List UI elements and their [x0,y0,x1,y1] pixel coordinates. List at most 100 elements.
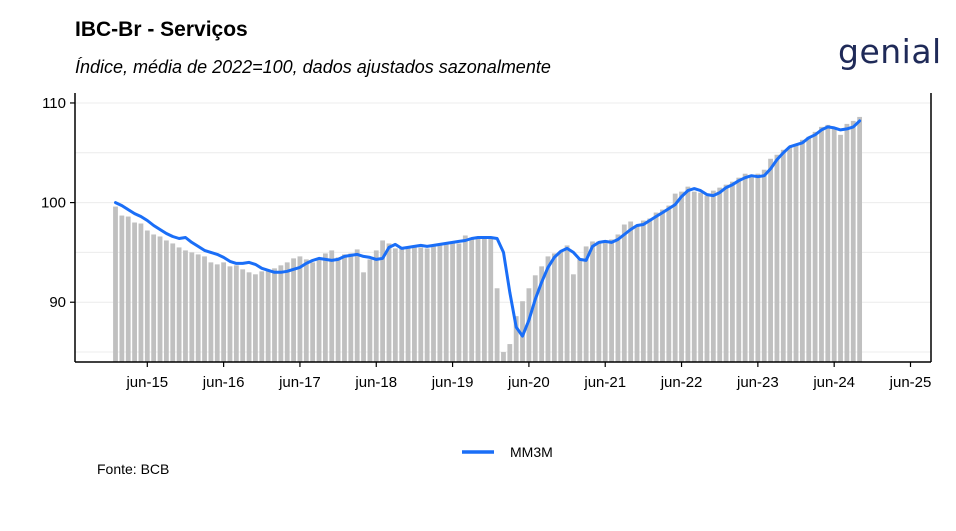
x-tick-label: jun-21 [583,374,626,391]
bar [405,247,411,362]
bar [787,146,793,362]
bar [685,186,691,362]
y-tick-label: 90 [49,294,66,311]
bar [113,206,118,362]
bar [755,173,761,362]
bar [462,235,468,362]
bar [640,220,646,362]
bar [176,247,182,362]
bar [342,254,347,362]
bar [812,131,818,362]
bar [558,251,564,362]
bar [291,258,296,362]
bar [532,275,538,362]
x-tick-label: jun-15 [125,374,168,391]
bar [456,243,462,362]
bar [577,259,583,362]
bar [679,191,684,362]
x-tick-label: jun-16 [202,374,245,391]
x-tick-label: jun-17 [278,374,321,391]
bar [138,223,144,362]
bar [526,288,532,362]
series-line-mm3m [114,119,862,338]
bar [602,241,608,362]
genial-logo: genial [838,32,942,71]
bar [132,222,137,362]
x-tick-label: jun-23 [736,374,779,391]
y-tick-label: 100 [41,195,66,212]
bar [717,187,723,362]
bar [494,288,500,362]
bar [170,243,176,362]
bar [838,134,843,362]
bar [488,238,494,362]
bar [163,240,169,362]
x-tick-label: jun-20 [507,374,550,391]
bar [850,120,856,362]
bar [144,230,150,362]
bar [704,195,710,362]
bar [590,241,595,362]
bar [736,177,742,362]
chart-title: IBC-Br - Serviços [75,18,248,41]
bar [431,245,436,362]
bar [214,264,220,362]
bar [399,248,405,362]
bar [412,246,417,362]
bar [265,270,271,362]
bar [469,237,475,362]
bar [437,244,443,362]
legend-label-mm3m: MM3M [510,444,553,460]
x-tick-label: jun-25 [889,374,932,391]
bar [297,256,303,362]
bar [793,144,799,362]
bar [806,136,812,362]
bar [373,250,379,362]
bar [596,241,602,362]
bar [698,192,704,362]
bar [278,265,284,362]
y-tick-label: 110 [42,95,66,112]
bar [316,259,322,362]
bar [647,218,653,362]
bar [742,173,748,362]
bar [819,126,824,362]
bar [501,352,506,362]
bar [195,254,201,362]
bar [189,252,195,362]
bar [475,237,481,362]
bar [691,191,697,362]
bar [615,234,621,362]
bar [749,176,754,362]
bar [831,128,837,362]
bar [450,242,455,362]
bar [233,265,239,362]
bar [386,243,392,362]
bar [303,259,309,362]
bar [481,236,487,362]
bar [723,184,729,362]
bar [672,193,678,362]
bar [443,244,449,362]
chart-subtitle: Índice, média de 2022=100, dados ajustad… [75,57,551,77]
bar [653,212,659,362]
source-note: Fonte: BCB [97,461,170,477]
bar [780,149,786,362]
bar [322,253,328,362]
bar [183,250,188,362]
bar [418,247,424,362]
bar [284,262,290,362]
bar [666,205,672,362]
bar [844,123,850,362]
bar [157,236,163,362]
bar [710,190,716,362]
bar [221,262,227,362]
x-tick-label: jun-24 [812,374,855,391]
bar [125,216,131,362]
x-tick-label: jun-22 [660,374,703,391]
bar [539,266,545,362]
bar [571,274,576,362]
bar [621,224,627,362]
x-tick-label: jun-19 [431,374,474,391]
